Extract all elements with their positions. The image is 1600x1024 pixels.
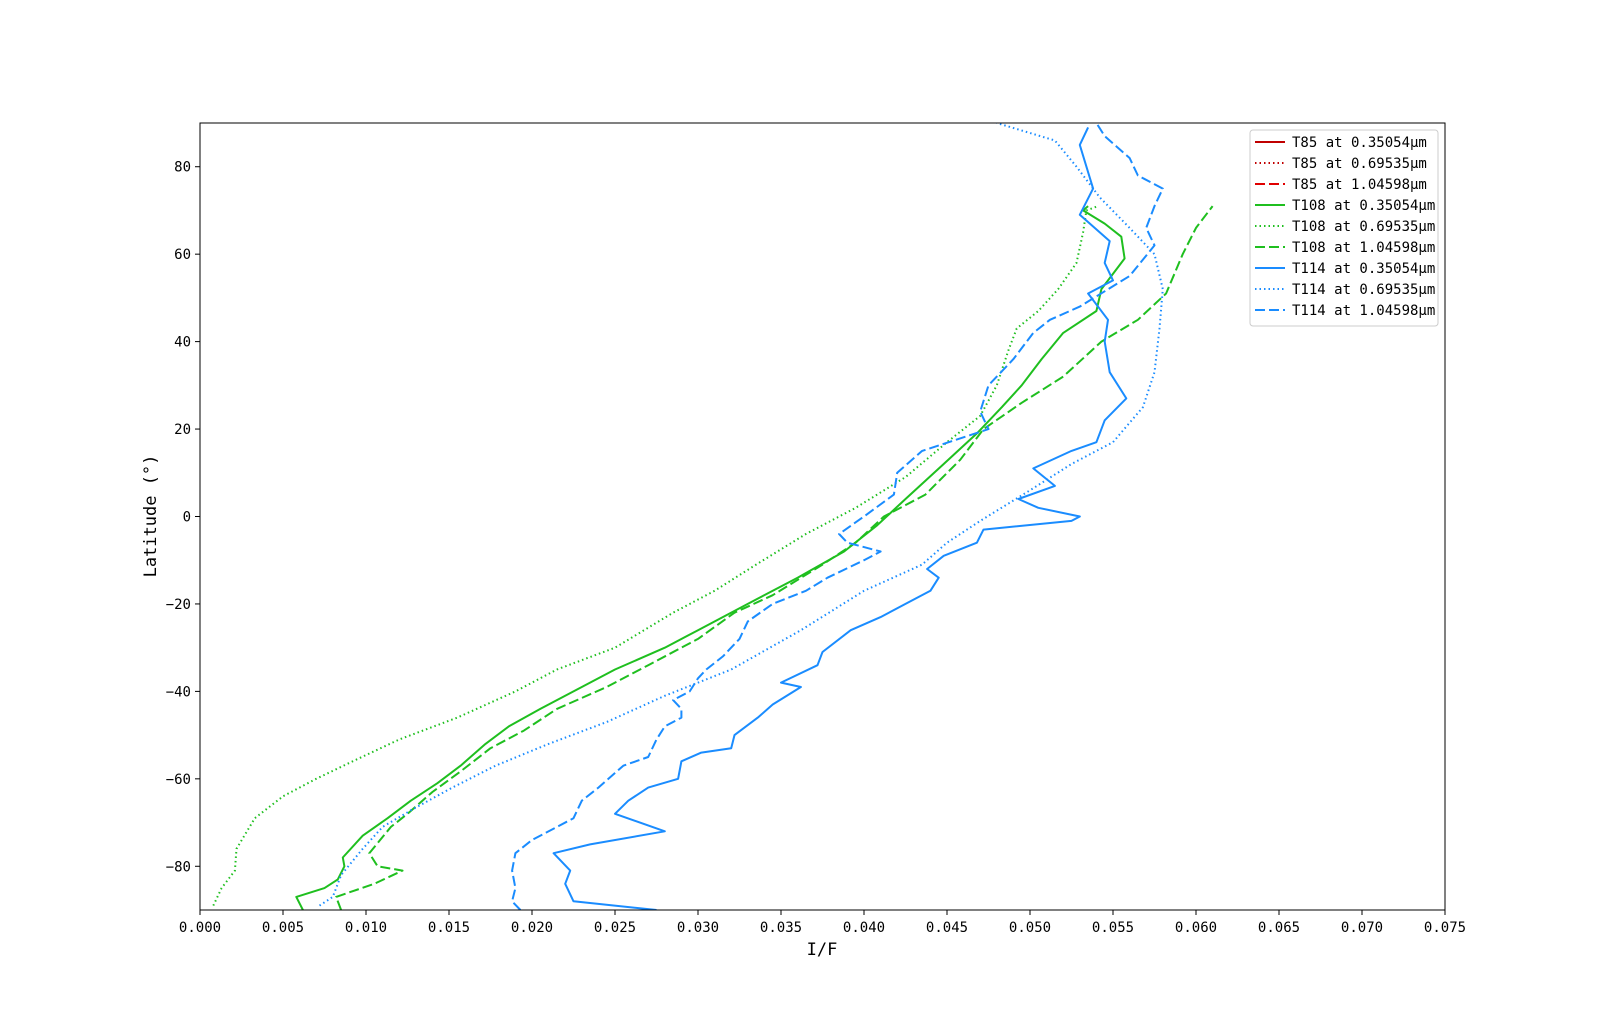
series-layer xyxy=(212,123,1214,910)
legend-entry-label: T108 at 0.69535μm xyxy=(1292,219,1435,235)
x-tick-label: 0.005 xyxy=(262,920,304,936)
y-tick-label: −20 xyxy=(166,597,191,613)
series-line-5 xyxy=(335,205,1214,910)
x-tick-label: 0.035 xyxy=(760,920,802,936)
legend-entry-label: T114 at 1.04598μm xyxy=(1292,303,1435,319)
x-tick-label: 0.045 xyxy=(926,920,968,936)
legend-entry-label: T114 at 0.35054μm xyxy=(1292,261,1435,277)
y-axis: −80 −60 −40 −20 0 20 40 60 80 xyxy=(166,160,200,875)
legend-frame xyxy=(1249,129,1439,327)
y-tick-label: 80 xyxy=(174,160,191,176)
x-tick-label: 0.015 xyxy=(428,920,470,936)
legend-entry-label: T108 at 1.04598μm xyxy=(1292,240,1435,256)
y-tick-label: 40 xyxy=(174,335,191,351)
x-tick-label: 0.070 xyxy=(1341,920,1383,936)
x-tick-label: 0.010 xyxy=(345,920,387,936)
x-tick-label: 0.020 xyxy=(511,920,553,936)
series-line-7 xyxy=(318,123,1164,907)
x-tick-label: 0.055 xyxy=(1092,920,1134,936)
x-tick-label: 0.040 xyxy=(843,920,885,936)
legend-entry-label: T114 at 0.69535μm xyxy=(1292,282,1435,298)
x-axis-label: I/F xyxy=(807,940,838,960)
legend-entry-label: T85 at 0.35054μm xyxy=(1292,135,1427,151)
legend-entry-label: T108 at 0.35054μm xyxy=(1292,198,1435,214)
y-tick-label: 0 xyxy=(183,510,191,526)
series-line-4 xyxy=(212,205,1099,907)
y-tick-label: −40 xyxy=(166,684,191,700)
y-tick-label: 60 xyxy=(174,247,191,263)
legend-entry-label: T85 at 1.04598μm xyxy=(1292,177,1427,193)
x-tick-label: 0.000 xyxy=(179,920,221,936)
x-axis: 0.000 0.005 0.010 0.015 0.020 0.025 0.030 0.035… xyxy=(179,910,1466,936)
y-tick-label: 20 xyxy=(174,422,191,438)
x-tick-label: 0.075 xyxy=(1424,920,1466,936)
y-axis-label: Latitude (°) xyxy=(141,455,161,578)
series-line-8 xyxy=(511,123,1164,910)
legend: T85 at 0.35054μm T85 at 0.69535μm T85 at 1… xyxy=(1249,129,1439,327)
legend-entry-label: T85 at 0.69535μm xyxy=(1292,156,1427,172)
x-tick-label: 0.025 xyxy=(594,920,636,936)
y-tick-label: −80 xyxy=(166,859,191,875)
series-line-3 xyxy=(295,205,1126,910)
y-tick-label: −60 xyxy=(166,772,191,788)
x-tick-label: 0.030 xyxy=(677,920,719,936)
series-line-6 xyxy=(552,126,1128,910)
x-tick-label: 0.060 xyxy=(1175,920,1217,936)
x-tick-label: 0.065 xyxy=(1258,920,1300,936)
x-tick-label: 0.050 xyxy=(1009,920,1051,936)
